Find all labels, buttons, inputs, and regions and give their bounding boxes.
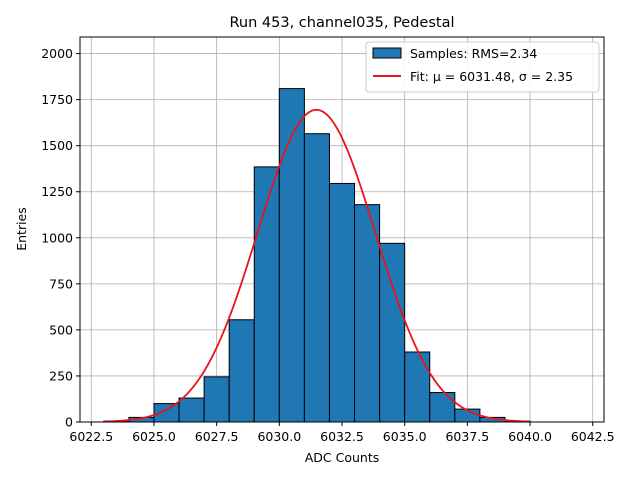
x-axis-ticks: 6022.5 6025.0 6027.5 6030.0 6032.5 6035.0 6037…: [69, 422, 615, 444]
y-tick-label-8: 2000: [41, 46, 73, 61]
x-axis-label: ADC Counts: [305, 450, 380, 465]
x-tick-label-7: 6040.0: [508, 429, 552, 444]
x-tick-label-6: 6037.5: [445, 429, 489, 444]
fit-curve-line: [103, 108, 531, 423]
y-tick-label-4: 1000: [41, 230, 73, 245]
histogram-bar-7: [278, 88, 305, 423]
y-axis-label: Entries: [14, 207, 29, 251]
histogram-bar-4: [203, 376, 230, 423]
histogram-bar-12: [404, 351, 431, 423]
y-axis-ticks: 0 250 500 750 1000 1250 1500 1750 2000: [41, 46, 80, 430]
y-tick-label-0: 0: [65, 415, 73, 430]
legend-label-samples: Samples: RMS=2.34: [410, 46, 537, 61]
x-tick-label-5: 6035.0: [383, 429, 427, 444]
histogram-bar-8: [303, 133, 330, 423]
y-tick-label-6: 1500: [41, 138, 73, 153]
x-tick-label-1: 6025.0: [132, 429, 176, 444]
histogram-bar-5: [228, 319, 255, 423]
y-tick-label-7: 1750: [41, 92, 73, 107]
legend-swatch-samples: [372, 47, 402, 59]
histogram-bar-9: [328, 182, 356, 423]
x-tick-label-2: 6027.5: [195, 429, 239, 444]
y-tick-label-5: 1250: [41, 184, 73, 199]
x-tick-label-3: 6030.0: [257, 429, 301, 444]
legend: Samples: RMS=2.34 Fit: μ = 6031.48, σ = …: [365, 41, 600, 93]
y-tick-label-2: 500: [49, 322, 73, 337]
histogram-bars: [103, 88, 531, 423]
y-tick-label-3: 750: [49, 276, 73, 291]
fit-curve-layer: [103, 108, 531, 423]
histogram-bar-6: [253, 166, 280, 423]
chart-title: Run 453, channel035, Pedestal: [229, 15, 454, 31]
x-tick-label-0: 6022.5: [69, 429, 113, 444]
legend-box: [365, 41, 600, 93]
legend-label-fit: Fit: μ = 6031.48, σ = 2.35: [410, 69, 573, 84]
x-tick-label-4: 6032.5: [320, 429, 364, 444]
y-tick-label-1: 250: [49, 368, 73, 383]
histogram-bar-3: [178, 397, 205, 423]
histogram-bar-10: [354, 204, 381, 423]
histogram-bar-11: [379, 242, 406, 423]
histogram-bar-13: [429, 392, 456, 423]
x-tick-label-8: 6042.5: [571, 429, 615, 444]
